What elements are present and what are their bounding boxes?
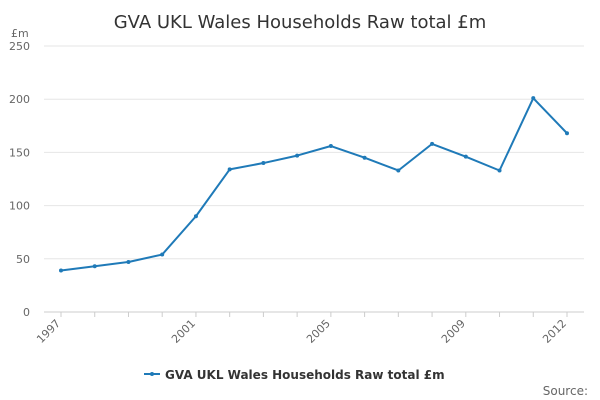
data-point (497, 168, 502, 173)
y-tick-label: 100 (9, 200, 30, 213)
axes (44, 311, 584, 317)
y-tick-label: 200 (9, 93, 30, 106)
data-point (261, 161, 266, 166)
data-point (463, 154, 468, 159)
x-tick-label: 2001 (169, 317, 198, 346)
y-tick-label: 250 (9, 40, 30, 53)
series-line (60, 97, 568, 272)
data-point (59, 268, 63, 273)
x-tick-label: 2005 (304, 317, 333, 346)
y-tick-labels: 0 50 100 150 200 250 (9, 40, 30, 319)
x-tick-label: 2009 (439, 317, 468, 346)
y-tick-label: 50 (16, 253, 30, 266)
series-layer (59, 96, 569, 273)
source-label[interactable]: Source: (543, 384, 588, 398)
gridlines (44, 45, 584, 260)
data-point (92, 264, 97, 269)
data-point (295, 153, 300, 158)
legend-marker (150, 372, 154, 376)
data-point (430, 141, 435, 146)
y-tick-label: 0 (23, 306, 30, 319)
x-tick-label: 1997 (34, 317, 63, 346)
y-axis-unit-label: £m (11, 27, 29, 40)
data-point (193, 214, 198, 219)
data-point (531, 96, 536, 101)
chart-title: GVA UKL Wales Households Raw total £m (114, 12, 487, 33)
data-point (362, 155, 367, 160)
data-point (126, 259, 131, 264)
y-tick-label: 150 (9, 146, 30, 159)
data-point (565, 131, 569, 136)
data-point (328, 144, 333, 149)
x-tick-labels: 1997 2001 2005 2009 2012 (34, 317, 569, 346)
data-point (227, 167, 232, 172)
legend-label: GVA UKL Wales Households Raw total £m (165, 368, 445, 382)
data-point (396, 168, 401, 173)
data-point (160, 252, 165, 257)
x-tick-label: 2012 (540, 317, 569, 346)
legend[interactable]: GVA UKL Wales Households Raw total £m (144, 368, 445, 382)
